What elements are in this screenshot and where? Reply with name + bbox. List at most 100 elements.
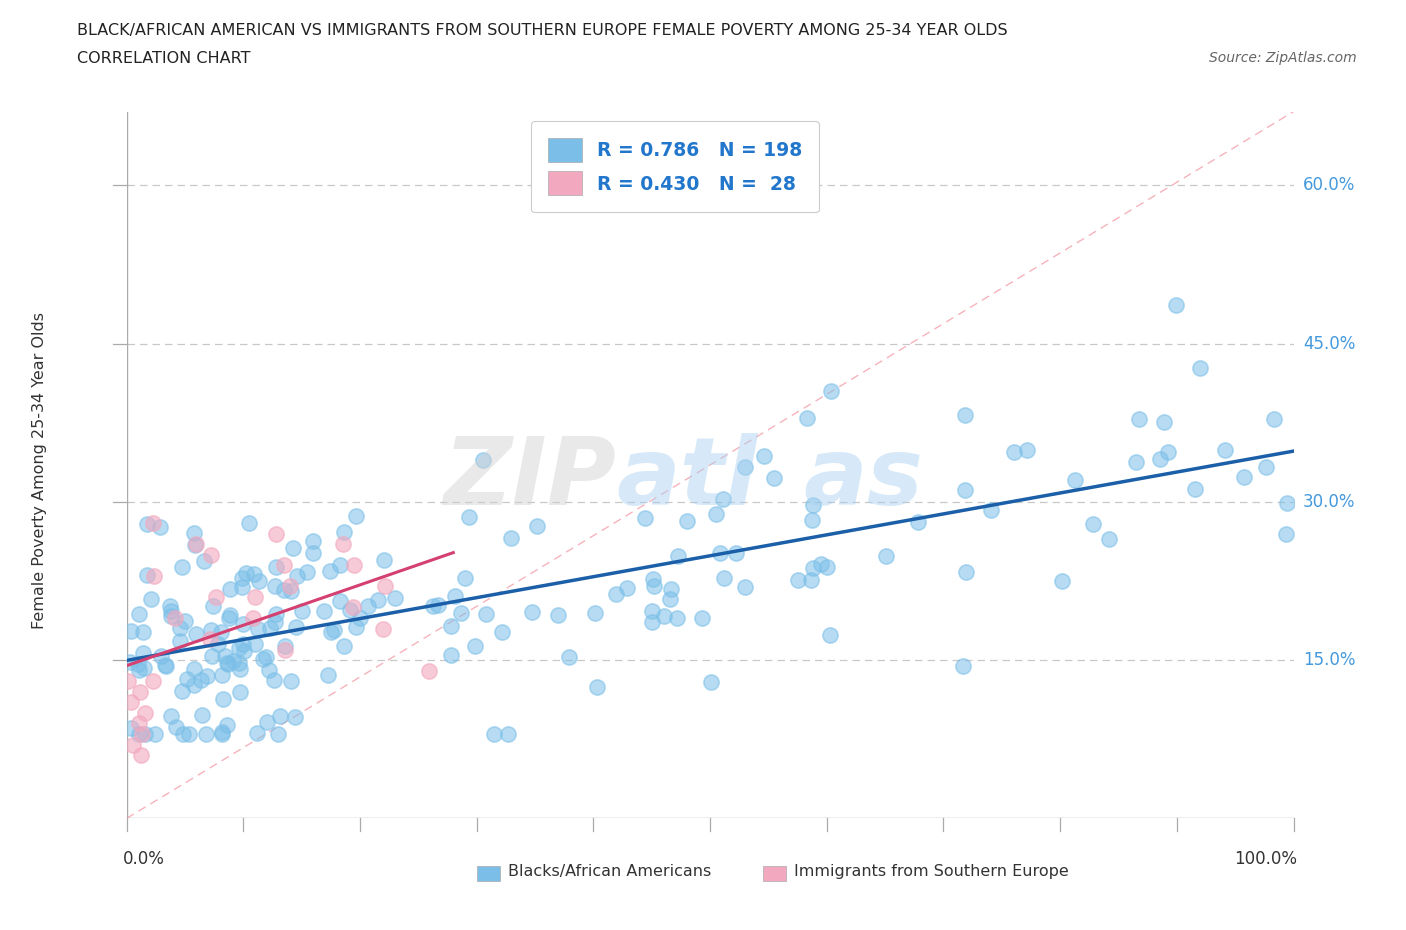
Point	[243, 590, 266, 604]
Point	[183, 525, 205, 540]
Point	[128, 726, 150, 741]
FancyBboxPatch shape	[762, 867, 786, 881]
Point	[217, 657, 239, 671]
Point	[194, 726, 217, 741]
Point	[149, 648, 172, 663]
Point	[214, 648, 236, 663]
Point	[522, 604, 544, 619]
Point	[131, 726, 153, 741]
Point	[172, 684, 194, 698]
Point	[176, 671, 198, 686]
Point	[256, 714, 278, 729]
Point	[222, 653, 245, 668]
Point	[141, 591, 163, 606]
Point	[734, 459, 756, 474]
Point	[666, 549, 689, 564]
Point	[229, 684, 252, 699]
Point	[605, 586, 627, 601]
Point	[371, 621, 394, 636]
Point	[232, 637, 254, 652]
Point	[329, 558, 352, 573]
Point	[134, 726, 156, 741]
Point	[1254, 459, 1277, 474]
Point	[1125, 454, 1147, 469]
Point	[231, 571, 253, 586]
Point	[665, 611, 688, 626]
Point	[217, 656, 239, 671]
Point	[1188, 360, 1211, 375]
Point	[273, 558, 295, 573]
Point	[264, 560, 287, 575]
Text: 30.0%: 30.0%	[1303, 493, 1355, 511]
Point	[1213, 443, 1236, 458]
Point	[257, 663, 280, 678]
Point	[200, 547, 222, 562]
Point	[207, 637, 229, 652]
Point	[259, 621, 281, 636]
Point	[1153, 415, 1175, 430]
Point	[641, 572, 664, 587]
Point	[285, 619, 308, 634]
Point	[547, 607, 569, 622]
Point	[120, 721, 142, 736]
Point	[243, 566, 266, 581]
Point	[177, 726, 200, 741]
Point	[499, 530, 522, 545]
Point	[321, 624, 343, 639]
Point	[641, 603, 664, 618]
Point	[235, 565, 257, 580]
Point	[482, 726, 505, 741]
Point	[734, 579, 756, 594]
Point	[184, 627, 207, 642]
Legend: R = 0.786   N = 198, R = 0.430   N =  28: R = 0.786 N = 198, R = 0.430 N = 28	[531, 121, 818, 212]
Point	[616, 581, 638, 596]
Point	[183, 661, 205, 676]
Point	[128, 716, 150, 731]
Point	[284, 710, 307, 724]
Point	[173, 614, 195, 629]
Point	[659, 591, 682, 606]
Point	[132, 625, 155, 640]
Point	[159, 598, 181, 613]
Point	[134, 706, 156, 721]
Point	[155, 658, 177, 673]
Point	[496, 726, 519, 741]
Point	[266, 526, 288, 541]
Point	[332, 537, 354, 551]
Point	[818, 627, 841, 642]
Point	[281, 540, 304, 555]
Point	[1015, 443, 1038, 458]
Point	[280, 583, 302, 598]
Point	[558, 650, 581, 665]
FancyBboxPatch shape	[477, 867, 501, 881]
Point	[583, 605, 606, 620]
Point	[201, 599, 224, 614]
Point	[475, 606, 498, 621]
Point	[1149, 452, 1171, 467]
Point	[205, 590, 228, 604]
Point	[274, 643, 297, 658]
Point	[367, 592, 389, 607]
Point	[170, 560, 193, 575]
Point	[247, 621, 270, 636]
Point	[278, 578, 301, 593]
Point	[231, 579, 253, 594]
Point	[228, 641, 250, 656]
Point	[200, 623, 222, 638]
Point	[472, 453, 495, 468]
Point	[160, 609, 183, 624]
Text: BLACK/AFRICAN AMERICAN VS IMMIGRANTS FROM SOUTHERN EUROPE FEMALE POVERTY AMONG 2: BLACK/AFRICAN AMERICAN VS IMMIGRANTS FRO…	[77, 23, 1008, 38]
Point	[585, 680, 607, 695]
Text: ZIP: ZIP	[444, 433, 617, 525]
Point	[195, 669, 218, 684]
Point	[1275, 496, 1298, 511]
Point	[169, 620, 191, 635]
Point	[422, 598, 444, 613]
Point	[458, 509, 481, 524]
Point	[160, 709, 183, 724]
Point	[953, 483, 976, 498]
Point	[342, 600, 364, 615]
Point	[820, 383, 842, 398]
Point	[333, 525, 356, 539]
Text: 0.0%: 0.0%	[124, 850, 165, 868]
